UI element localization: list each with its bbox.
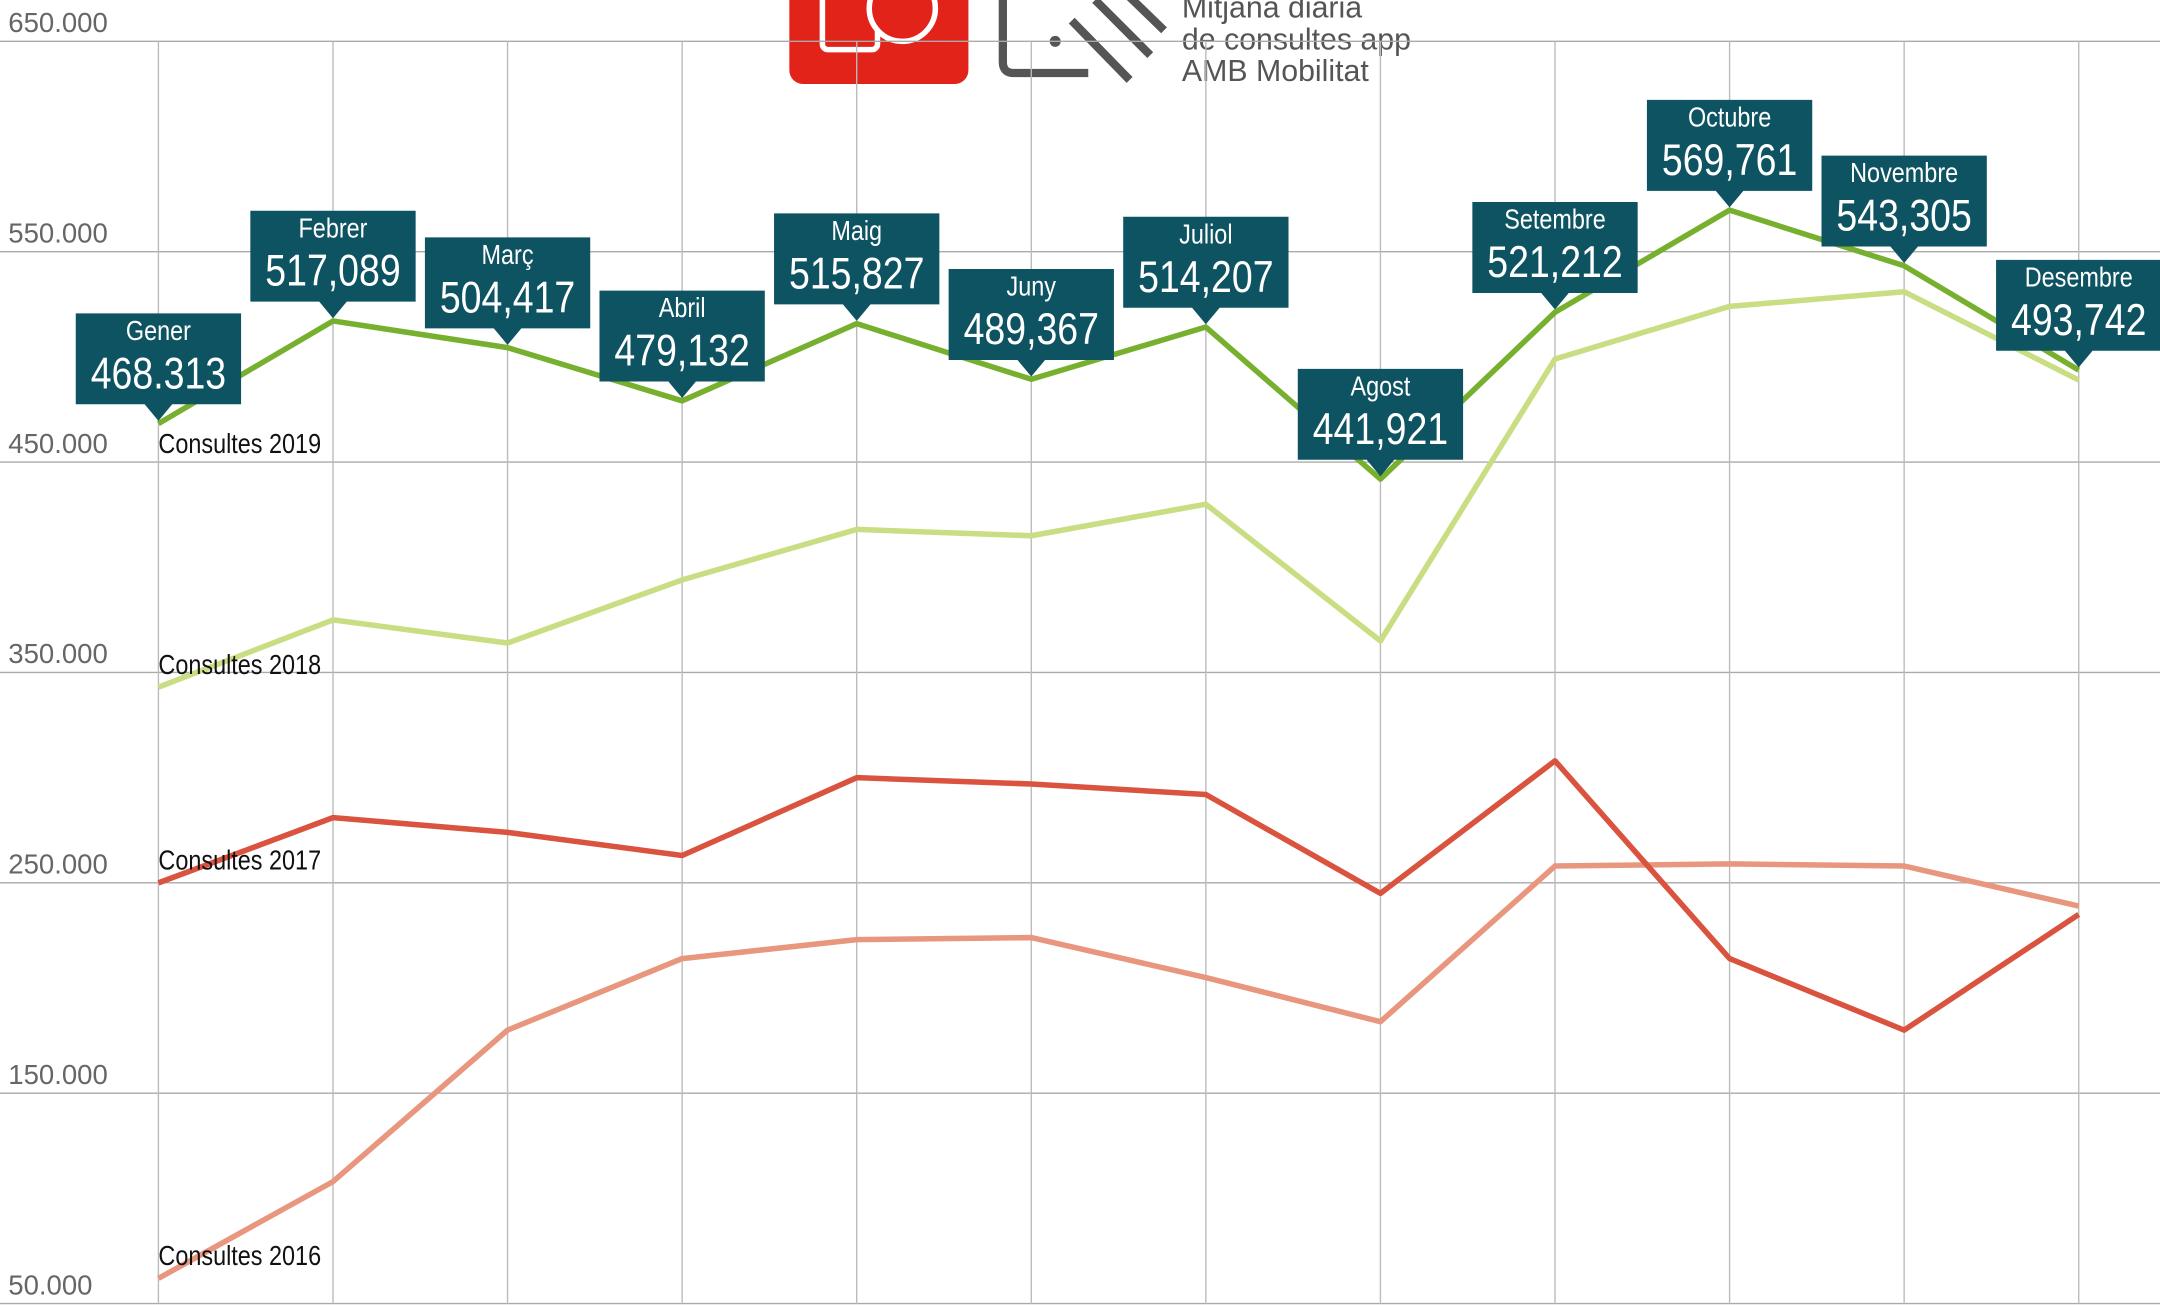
series-label: Consultes 2018 (158, 650, 321, 680)
data-label: 489,367 (964, 304, 1099, 354)
series-line (157, 207, 2081, 482)
callout-month: Març (482, 240, 534, 270)
hand-icon (1068, 0, 1167, 83)
data-label: 514,207 (1138, 252, 1273, 302)
y-tick-label: 50.000 (8, 1269, 92, 1300)
callout-box (250, 210, 416, 319)
callout-month: Desembre (2025, 263, 2133, 293)
data-label: 441,921 (1313, 404, 1448, 454)
data-label: 493,742 (2011, 295, 2146, 345)
callout-box (599, 290, 765, 399)
series-label: Consultes 2017 (158, 846, 321, 876)
callout-box (424, 237, 591, 345)
callout-box (1123, 216, 1289, 325)
callout-box (1646, 99, 1813, 208)
y-tick-label: 150.000 (8, 1059, 108, 1090)
data-label: 543,305 (1836, 191, 1971, 241)
y-tick-label: 250.000 (8, 849, 108, 880)
callout-month: Agost (1350, 372, 1410, 402)
title-line: AMB Mobilitat (1182, 55, 1369, 88)
callout-box (1821, 155, 1987, 264)
series-label: Consultes 2016 (158, 1241, 321, 1271)
callout-box (1297, 368, 1464, 477)
data-label: 504,417 (440, 273, 575, 323)
data-label: 569,761 (1662, 135, 1797, 185)
data-label: 517,089 (265, 246, 400, 296)
series-line (157, 758, 2081, 1033)
callout-month: Novembre (1850, 158, 1958, 188)
phone-icon (998, 0, 1089, 78)
data-label: 479,132 (614, 326, 749, 376)
data-label: 515,827 (789, 249, 924, 299)
callout-box (948, 269, 1114, 377)
callout-month: Abril (659, 293, 706, 323)
callout-month: Setembre (1504, 205, 1605, 235)
y-tick-label: 450.000 (8, 428, 108, 459)
data-label: 521,212 (1487, 237, 1622, 287)
callout-box (774, 213, 940, 321)
clock-shape (866, 0, 939, 45)
labels: 50.000 150.000 250.000 350.000 450.000 550.00… (8, 7, 2160, 1300)
callout-month: Juny (1007, 272, 1057, 302)
callout-month: Octubre (1688, 103, 1771, 133)
callout-month: Febrer (299, 214, 368, 244)
y-tick-label: 350.000 (8, 638, 108, 669)
lines (157, 207, 2081, 1281)
callout-month: Juliol (1179, 220, 1232, 250)
series-label: Consultes 2019 (158, 429, 321, 459)
callout-box (75, 313, 242, 421)
callout-month: Maig (831, 216, 882, 246)
callout-box (1996, 259, 2160, 368)
callout-month: Gener (126, 316, 192, 346)
series-line (157, 861, 2080, 1281)
callout-box (1472, 202, 1638, 310)
data-label: 468.313 (91, 348, 226, 398)
title-line: Mitjana diaria (1182, 0, 1362, 25)
y-tick-label: 550.000 (8, 217, 108, 248)
title-line: de consultes app (1182, 23, 1411, 56)
series-line (157, 288, 2080, 690)
y-tick-label: 650.000 (8, 7, 108, 38)
